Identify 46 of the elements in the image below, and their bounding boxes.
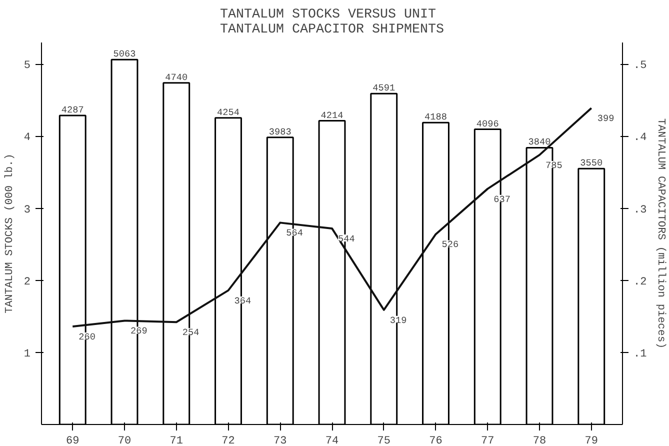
annotation: 319 [390,314,407,326]
annotation: 4214 [320,110,344,121]
y2-tick-label: .5 [634,60,647,72]
x-tick-label: 70 [118,436,132,446]
annotation: 4740 [165,72,188,83]
annotation: 785 [546,160,562,171]
y-axis-title: TANTALUM STOCKS (000 lb.) [4,154,16,314]
x-tick-label: 73 [274,436,287,446]
annotation: 254 [182,327,200,338]
x-tick-label: 76 [429,436,442,446]
annotation: 3550 [580,158,603,169]
annotation: 269 [130,326,148,337]
y-tick-label: 4 [24,132,31,144]
x-tick-label: 79 [584,436,598,446]
x-tick-label: 72 [222,436,235,446]
x-tick-label: 77 [481,436,494,446]
annotation: 4591 [372,82,396,94]
annotation: 637 [494,194,510,205]
annotation: 544 [338,233,356,244]
chart-title: TANTALUM STOCKS VERSUS UNIT TANTALUM CAPACITOR SHIPMENTS [220,8,444,38]
annotation: 564 [286,228,304,239]
y-tick-label: 1 [24,348,31,360]
annotation: 3840 [528,136,552,148]
annotation: 399 [597,113,614,124]
x-tick-label: 69 [66,436,80,446]
x-tick-label: 75 [377,436,390,446]
annotation: 526 [442,239,459,250]
annotation: 3983 [268,126,292,138]
annotation: 5063 [113,48,136,60]
y2-tick-label: .4 [634,132,648,144]
x-tick-label: 74 [325,436,339,446]
annotation: 4096 [476,118,499,130]
annotation: 4188 [424,112,447,123]
y-tick-label: 3 [24,204,31,216]
y-tick-label: 2 [24,276,31,288]
y2-tick-label: .1 [634,348,648,360]
annotation: 260 [78,331,96,342]
y2-tick-label: .2 [634,276,647,288]
x-tick-label: 78 [532,436,546,446]
annotation: 4254 [217,106,240,118]
annotation: 4287 [61,104,84,116]
y2-tick-label: .3 [634,204,647,216]
x-tick-label: 71 [170,436,184,446]
y-tick-label: 5 [24,60,31,72]
annotation: 364 [234,295,252,306]
y2-axis-title: TANTALUM CAPACITORS (million pieces) [654,118,667,349]
